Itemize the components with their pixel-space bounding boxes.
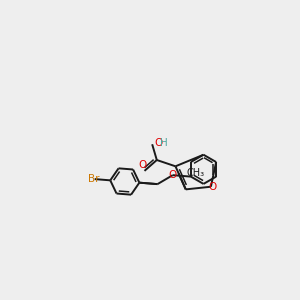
Text: Br: Br — [88, 174, 99, 184]
Text: CH₃: CH₃ — [187, 168, 205, 178]
Text: O: O — [139, 160, 147, 170]
Text: O: O — [168, 169, 177, 180]
Text: O: O — [208, 182, 216, 192]
Text: H: H — [160, 138, 167, 148]
Text: O: O — [154, 138, 163, 148]
